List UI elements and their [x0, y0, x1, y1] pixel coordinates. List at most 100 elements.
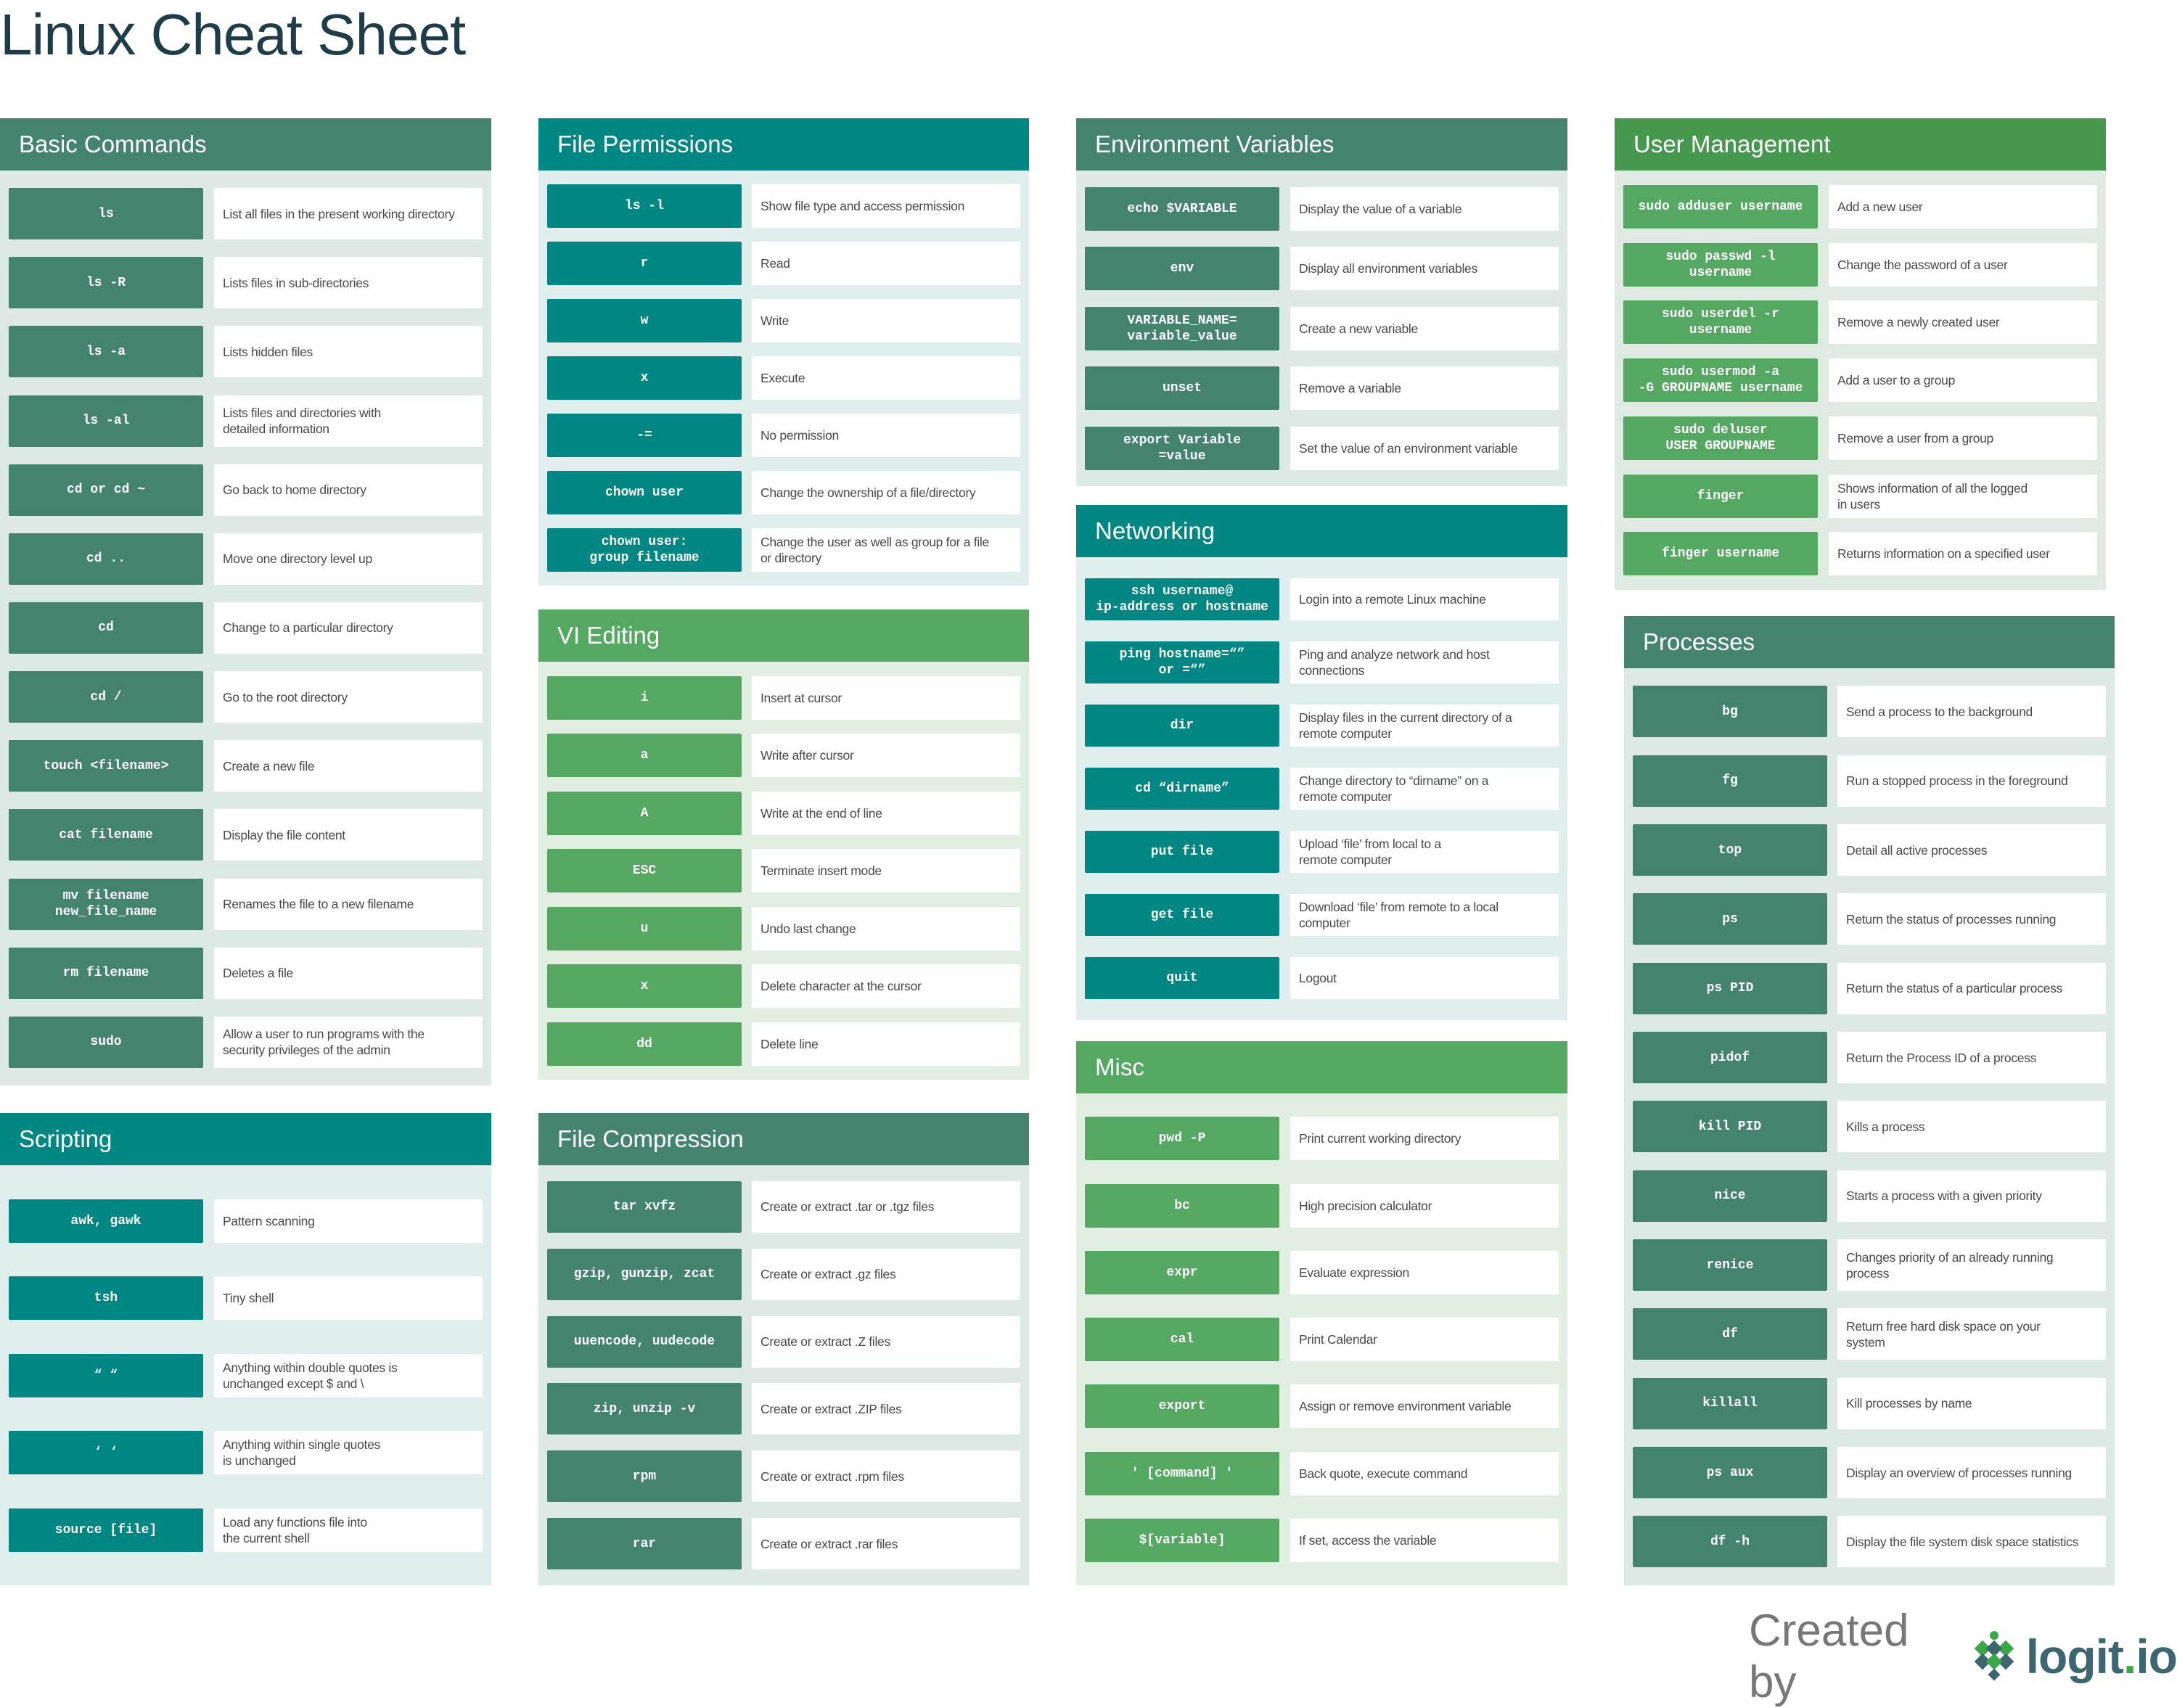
command-row: chown user: group filename Change the use…: [547, 528, 1020, 572]
description-cell: Assign or remove environment variable: [1290, 1384, 1559, 1429]
command-row: ls -R Lists files in sub-directories: [9, 257, 483, 309]
description-cell: No permission: [752, 414, 1020, 457]
panel-title: Processes: [1624, 616, 2115, 668]
command-cell: cd: [9, 602, 203, 654]
command-cell: ls: [9, 188, 203, 240]
description-cell: Delete line: [752, 1022, 1020, 1066]
command-row: tsh Tiny shell: [9, 1276, 483, 1320]
description-cell: Kill processes by name: [1837, 1377, 2106, 1429]
command-cell: sudo userdel -r username: [1623, 300, 1818, 345]
command-cell: bg: [1633, 686, 1827, 738]
panel-vi: VI Editing i Insert at cursor a Write after …: [538, 609, 1029, 1080]
command-cell: bc: [1085, 1183, 1279, 1228]
description-cell: Send a process to the background: [1837, 686, 2106, 738]
command-row: ssh username@ ip-address or hostname Logi…: [1085, 578, 1559, 620]
panel-basic: Basic Commands ls List all files in the pr…: [0, 118, 491, 1085]
command-row: touch <filename> Create a new file: [9, 740, 483, 792]
command-cell: sudo usermod -a -G GROUPNAME username: [1623, 358, 1818, 402]
command-list: ls -l Show file type and access permissio…: [538, 171, 1029, 586]
command-cell: ssh username@ ip-address or hostname: [1085, 578, 1279, 620]
description-cell: Execute: [752, 356, 1020, 400]
description-cell: Create or extract .rpm files: [752, 1450, 1020, 1503]
command-cell: tsh: [9, 1276, 203, 1320]
command-cell: touch <filename>: [9, 740, 203, 792]
description-cell: Change directory to “dirname” on a remot…: [1290, 768, 1559, 810]
command-cell: echo $VARIABLE: [1085, 186, 1279, 231]
command-row: expr Evaluate expression: [1085, 1250, 1559, 1294]
command-list: bg Send a process to the background fg Run …: [1624, 668, 2115, 1585]
command-row: source [file] Load any functions file int…: [9, 1508, 483, 1552]
command-cell: ps: [1633, 893, 1827, 945]
command-list: ls List all files in the present working …: [0, 171, 491, 1085]
command-cell: cd /: [9, 671, 203, 723]
description-cell: Create or extract .rar files: [752, 1518, 1020, 1570]
command-cell: put file: [1085, 831, 1279, 873]
command-cell: ‘ ‘: [9, 1431, 203, 1474]
description-cell: If set, access the variable: [1290, 1518, 1559, 1562]
command-cell: ls -R: [9, 257, 203, 309]
command-cell: rm filename: [9, 947, 203, 999]
command-cell: a: [547, 734, 742, 777]
command-cell: export: [1085, 1384, 1279, 1429]
panel-title: File Permissions: [538, 118, 1029, 171]
command-row: ls -a Lists hidden files: [9, 326, 483, 378]
command-row: kill PID Kills a process: [1633, 1101, 2106, 1153]
panel-proc: Processes bg Send a process to the backgro…: [1624, 616, 2115, 1585]
panel-net: Networking ssh username@ ip-address or ho…: [1076, 505, 1567, 1020]
command-row: ' [command] ' Back quote, execute command: [1085, 1451, 1559, 1495]
command-row: “ “Anything within double quotes is unch…: [9, 1353, 483, 1397]
description-cell: Delete character at the cursor: [752, 964, 1020, 1008]
footer: Created by logit.io: [1749, 1605, 2177, 1708]
description-cell: Write at the end of line: [752, 791, 1020, 835]
description-cell: Shows information of all the logged in u…: [1829, 474, 2097, 518]
description-cell: Display the file content: [214, 809, 483, 861]
command-cell: kill PID: [1633, 1101, 1827, 1153]
description-cell: Display all environment variables: [1290, 247, 1559, 290]
command-row: sudo Allow a user to run programs with th…: [9, 1016, 483, 1068]
command-row: echo $VARIABLE Display the value of a var…: [1085, 186, 1559, 231]
command-cell: w: [547, 299, 742, 342]
description-cell: Download ‘file’ from remote to a local c…: [1290, 894, 1559, 936]
command-row: zip, unzip -v Create or extract .ZIP file…: [547, 1383, 1020, 1435]
panel-title: File Compression: [538, 1113, 1029, 1165]
command-row: fg Run a stopped process in the foregroun…: [1633, 755, 2106, 807]
command-cell: A: [547, 791, 742, 835]
description-cell: Upload ‘file’ from local to a remote com…: [1290, 831, 1559, 873]
description-cell: Write: [752, 299, 1020, 342]
command-cell: dir: [1085, 705, 1279, 747]
command-cell: df: [1633, 1308, 1827, 1360]
command-cell: rar: [547, 1518, 742, 1570]
description-cell: Terminate insert mode: [752, 849, 1020, 892]
command-cell: i: [547, 676, 742, 720]
command-row: rar Create or extract .rar files: [547, 1518, 1020, 1570]
command-cell: $[variable]: [1085, 1518, 1279, 1562]
command-row: VARIABLE_NAME= variable_value Create a ne…: [1085, 306, 1559, 350]
description-cell: Display files in the current directory o…: [1290, 705, 1559, 747]
description-cell: Create or extract .ZIP files: [752, 1383, 1020, 1435]
command-row: mv filename new_file_name Renames the fil…: [9, 878, 483, 930]
command-row: ps aux Display an overview of processes r…: [1633, 1447, 2106, 1499]
command-cell: pwd -P: [1085, 1117, 1279, 1161]
command-cell: unset: [1085, 366, 1279, 410]
description-cell: Change the password of a user: [1829, 242, 2097, 287]
description-cell: Load any functions file into the current…: [214, 1508, 483, 1552]
command-row: env Display all environment variables: [1085, 247, 1559, 290]
created-by-label: Created by: [1749, 1606, 1909, 1707]
command-cell: u: [547, 906, 742, 951]
command-cell: source [file]: [9, 1508, 203, 1552]
command-row: nice Starts a process with a given priori…: [1633, 1170, 2106, 1222]
command-cell: sudo: [9, 1016, 203, 1068]
description-cell: Read: [752, 242, 1020, 285]
command-cell: mv filename new_file_name: [9, 878, 203, 930]
logit-logo-mark-icon: [1974, 1631, 2014, 1681]
command-row: export Variable =value Set the value of a…: [1085, 426, 1559, 470]
command-row: ls -l Show file type and access permissio…: [547, 184, 1020, 228]
description-cell: Lists files in sub-directories: [214, 257, 483, 309]
command-row: quit Logout: [1085, 957, 1559, 999]
command-row: renice Changes priority of an already run…: [1633, 1239, 2106, 1292]
command-row: sudo userdel -r username Remove a newly c…: [1623, 300, 2097, 345]
description-cell: Create a new file: [214, 740, 483, 792]
command-cell: -=: [547, 414, 742, 457]
command-cell: sudo adduser username: [1623, 184, 1818, 229]
description-cell: Create a new variable: [1290, 306, 1559, 350]
